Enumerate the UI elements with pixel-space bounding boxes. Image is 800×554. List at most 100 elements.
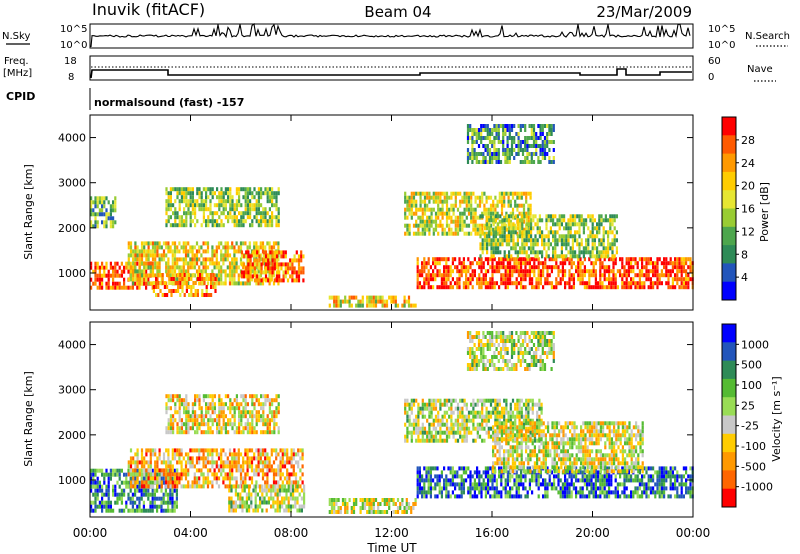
- heatmap-cell: [500, 223, 504, 228]
- heatmap-cell: [295, 278, 298, 283]
- heatmap-cell: [92, 484, 95, 489]
- heatmap-cell: [571, 250, 574, 255]
- heatmap-cell: [667, 261, 670, 266]
- heatmap-cell: [107, 488, 110, 493]
- heatmap-cell: [283, 500, 286, 505]
- heatmap-cell: [202, 452, 205, 457]
- heatmap-cell: [283, 476, 287, 481]
- heatmap-cell: [550, 140, 553, 144]
- heatmap-cell: [257, 195, 260, 200]
- heatmap-cell: [498, 219, 501, 224]
- heatmap-cell: [266, 426, 269, 431]
- heatmap-cell: [195, 249, 199, 254]
- heatmap-cell: [182, 269, 185, 274]
- heatmap-cell: [175, 492, 178, 497]
- heatmap-cell: [237, 277, 240, 282]
- heatmap-cell: [251, 219, 254, 224]
- heatmap-cell: [658, 277, 661, 282]
- heatmap-cell: [129, 448, 133, 453]
- heatmap-cell: [255, 394, 258, 399]
- heatmap-cell: [277, 480, 280, 485]
- heatmap-cell: [224, 472, 227, 477]
- heatmap-cell: [273, 278, 276, 283]
- heatmap-cell: [494, 250, 497, 255]
- heatmap-cell: [257, 452, 260, 457]
- heatmap-cell: [189, 265, 192, 270]
- heatmap-cell: [440, 474, 443, 479]
- heatmap-cell: [168, 289, 171, 293]
- heatmap-cell: [493, 144, 496, 148]
- heatmap-cell: [520, 277, 523, 282]
- heatmap-cell: [489, 231, 493, 236]
- heatmap-cell: [154, 452, 157, 457]
- heatmap-cell: [647, 269, 650, 274]
- heatmap-cell: [213, 253, 216, 258]
- heatmap-cell: [467, 203, 471, 208]
- heatmap-cell: [101, 488, 104, 493]
- heatmap-cell: [250, 460, 254, 465]
- heatmap-cell: [151, 492, 154, 497]
- heatmap-cell: [105, 212, 108, 217]
- heatmap-cell: [180, 448, 183, 453]
- heatmap-cell: [445, 231, 449, 236]
- heatmap-cell: [245, 274, 248, 279]
- heatmap-cell: [140, 277, 144, 282]
- heatmap-cell: [300, 250, 303, 255]
- heatmap-cell: [479, 254, 482, 259]
- heatmap-cell: [560, 222, 563, 227]
- heatmap-cell: [205, 402, 208, 407]
- heatmap-cell: [523, 214, 526, 219]
- heatmap-cell: [516, 218, 519, 223]
- heatmap-cell: [253, 187, 256, 192]
- heatmap-cell: [231, 422, 234, 427]
- heatmap-cell: [669, 285, 672, 290]
- heatmap-cell: [220, 187, 223, 192]
- heatmap-cell: [488, 234, 491, 239]
- heatmap-cell: [238, 199, 241, 204]
- heatmap-cell: [195, 484, 199, 489]
- heatmap-cell: [262, 422, 265, 427]
- heatmap-cell: [211, 464, 214, 469]
- heatmap-cell: [167, 504, 170, 509]
- heatmap-cell: [278, 508, 281, 513]
- heatmap-cell: [471, 285, 474, 290]
- heatmap-cell: [335, 295, 338, 300]
- heatmap-cell: [568, 277, 571, 282]
- heatmap-cell: [467, 199, 471, 204]
- heatmap-cell: [153, 488, 156, 493]
- heatmap-cell: [98, 504, 101, 509]
- heatmap-cell: [492, 203, 495, 208]
- heatmap-cell: [206, 265, 210, 270]
- heatmap-cell: [428, 191, 431, 196]
- heatmap-cell: [275, 207, 278, 212]
- heatmap-cell: [465, 207, 468, 212]
- heatmap-cell: [151, 472, 155, 477]
- heatmap-cell: [217, 468, 221, 473]
- heatmap-cell: [337, 498, 340, 502]
- heatmap-cell: [489, 265, 492, 270]
- heatmap-cell: [388, 506, 391, 510]
- heatmap-cell: [532, 250, 535, 255]
- heatmap-cell: [101, 492, 104, 497]
- heatmap-cell: [503, 238, 506, 243]
- heatmap-cell: [488, 136, 492, 140]
- heatmap-cell: [129, 245, 133, 250]
- heatmap-cell: [416, 285, 419, 290]
- heatmap-cell: [488, 152, 492, 156]
- heatmap-cell: [224, 257, 227, 262]
- heatmap-cell: [171, 452, 174, 457]
- heatmap-cell: [504, 160, 507, 164]
- heatmap-cell: [596, 246, 599, 251]
- heatmap-cell: [344, 502, 347, 506]
- heatmap-cell: [202, 207, 205, 212]
- heatmap-cell: [278, 504, 281, 509]
- heatmap-cell: [443, 285, 446, 290]
- heatmap-cell: [489, 277, 492, 282]
- heatmap-cell: [172, 277, 175, 281]
- heatmap-cell: [548, 128, 551, 132]
- heatmap-cell: [581, 281, 584, 286]
- heatmap-cell: [512, 230, 515, 235]
- heatmap-cell: [253, 266, 257, 271]
- heatmap-cell: [138, 508, 141, 513]
- heatmap-cell: [200, 269, 203, 274]
